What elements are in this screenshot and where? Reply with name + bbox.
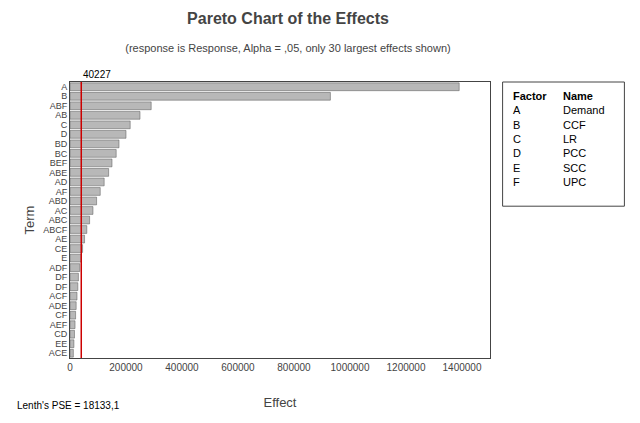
svg-text:CD: CD [54, 329, 67, 339]
svg-text:A: A [61, 82, 67, 92]
svg-text:(response is Response, Alpha =: (response is Response, Alpha = ,05, only… [125, 42, 450, 54]
svg-text:1000000: 1000000 [331, 362, 370, 373]
svg-text:800000: 800000 [277, 362, 311, 373]
svg-text:AE: AE [55, 234, 67, 244]
svg-text:FactorABCDEF: FactorABCDEF [513, 90, 547, 188]
svg-text:1400000: 1400000 [443, 362, 482, 373]
svg-text:BC: BC [55, 149, 68, 159]
svg-text:EE: EE [55, 339, 67, 349]
svg-text:ABF: ABF [50, 101, 68, 111]
svg-text:Effect: Effect [263, 395, 296, 410]
svg-text:Pareto Chart of the Effects: Pareto Chart of the Effects [187, 10, 389, 27]
svg-text:AF: AF [56, 187, 68, 197]
svg-text:200000: 200000 [109, 362, 143, 373]
svg-text:AD: AD [55, 177, 68, 187]
svg-text:AC: AC [55, 206, 68, 216]
svg-text:ADE: ADE [49, 301, 68, 311]
svg-text:Term: Term [22, 206, 37, 235]
svg-text:ABCF: ABCF [43, 225, 68, 235]
svg-text:ADF: ADF [49, 263, 68, 273]
svg-text:600000: 600000 [221, 362, 255, 373]
svg-text:1200000: 1200000 [387, 362, 426, 373]
svg-text:BEF: BEF [50, 158, 68, 168]
svg-text:BD: BD [55, 139, 68, 149]
svg-text:NameDemandCCFLRPCCSCCUPC: NameDemandCCFLRPCCSCCUPC [563, 90, 605, 188]
svg-text:0: 0 [67, 362, 73, 373]
svg-text:AEF: AEF [50, 320, 68, 330]
svg-text:ACF: ACF [49, 291, 68, 301]
svg-text:DF: DF [55, 272, 67, 282]
svg-text:AB: AB [55, 110, 67, 120]
svg-text:B: B [61, 91, 67, 101]
svg-text:40227: 40227 [83, 69, 111, 80]
svg-text:D: D [61, 129, 68, 139]
svg-text:400000: 400000 [165, 362, 199, 373]
svg-text:CF: CF [55, 310, 67, 320]
svg-text:ACE: ACE [49, 348, 68, 358]
svg-text:Lenth's PSE = 18133,1: Lenth's PSE = 18133,1 [17, 400, 120, 411]
svg-text:CE: CE [55, 244, 68, 254]
svg-text:C: C [61, 120, 68, 130]
svg-text:E: E [61, 253, 67, 263]
svg-text:ABD: ABD [49, 196, 68, 206]
svg-text:DF: DF [55, 282, 67, 292]
svg-text:ABE: ABE [49, 168, 67, 178]
svg-text:ABC: ABC [49, 215, 68, 225]
